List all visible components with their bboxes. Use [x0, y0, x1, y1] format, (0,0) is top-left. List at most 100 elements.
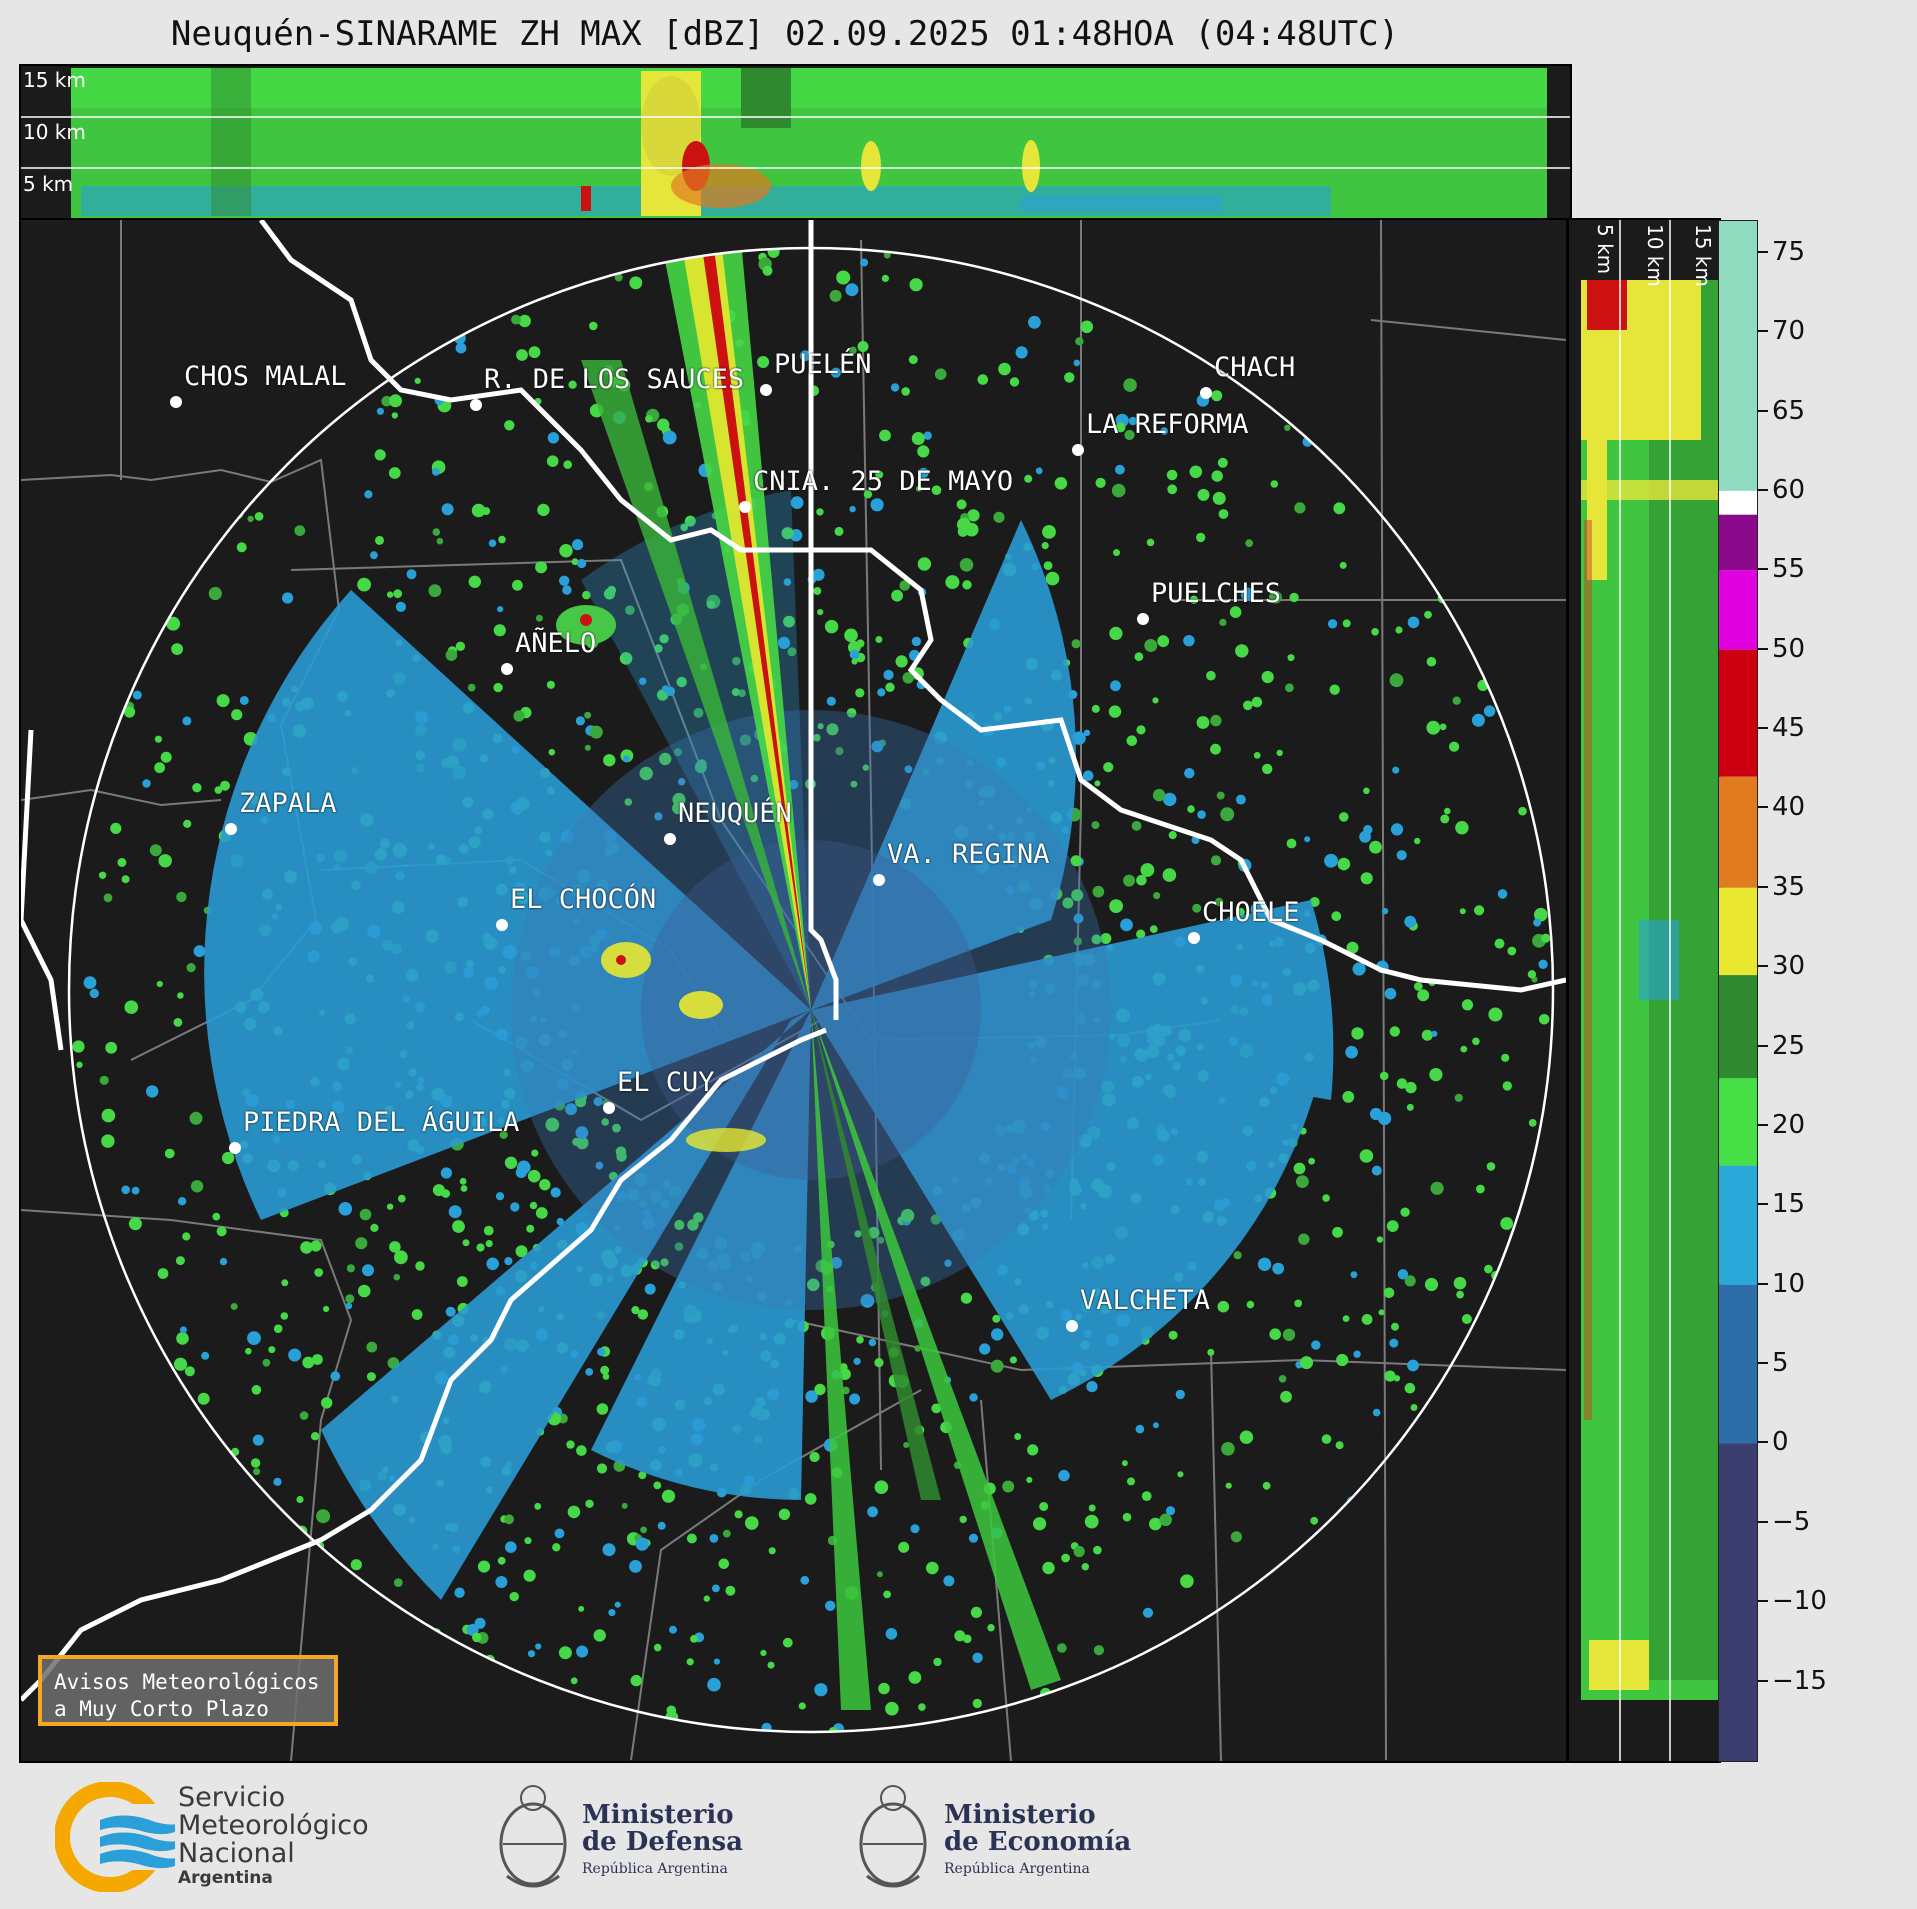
place-marker-zapala	[225, 823, 237, 835]
colorbar-tick-label: −5	[1772, 1506, 1811, 1537]
right-cross-section: 5 km 10 km 15 km	[1567, 218, 1721, 1763]
place-label-r-de-los-sauces: R. DE LOS SAUCES	[484, 364, 745, 395]
colorbar-tick	[1758, 885, 1768, 888]
defensa-text: Ministerio de Defensa República Argentin…	[582, 1802, 743, 1883]
colorbar-tick	[1758, 568, 1768, 571]
smn-line3: Nacional	[178, 1838, 295, 1869]
colorbar-gradient	[1719, 221, 1757, 1761]
clear-air-sectors	[204, 490, 1334, 1600]
radar-map: CHOS MALAL R. DE LOS SAUCES PUELÉN CHACH LA …	[19, 218, 1568, 1763]
avisos-line2: a Muy Corto Plazo	[54, 1697, 269, 1721]
north-streak	[581, 248, 811, 1010]
defensa-line2: de Defensa	[582, 1827, 743, 1857]
place-label-cnia-25-de-mayo: CNIA. 25 DE MAYO	[753, 466, 1014, 497]
place-marker-choele	[1188, 932, 1200, 944]
place-marker-puelen	[760, 384, 772, 396]
smn-logo-text: Servicio Meteorológico Nacional Argentin…	[178, 1782, 369, 1889]
colorbar-tick	[1758, 1123, 1768, 1126]
place-marker-chachharuaue	[1200, 387, 1212, 399]
place-marker-anelo	[501, 663, 513, 675]
economia-text: Ministerio de Economía República Argenti…	[944, 1802, 1131, 1883]
colorbar-tick-label: 60	[1772, 474, 1806, 505]
colorbar-tick-label: 55	[1772, 554, 1806, 585]
right-height-label-15: 15 km	[1691, 224, 1715, 287]
colorbar-tick	[1758, 1679, 1768, 1682]
avisos-line1: Avisos Meteorológicos	[54, 1670, 320, 1694]
place-label-piedra-del-aguila: PIEDRA DEL ÁGUILA	[243, 1107, 520, 1138]
colorbar-tick	[1758, 1362, 1768, 1365]
smn-line2: Meteorológico	[178, 1810, 369, 1841]
colorbar-tick	[1758, 488, 1768, 491]
place-marker-chos-malal	[170, 396, 182, 408]
colorbar-tick	[1758, 1203, 1768, 1206]
colorbar-tick	[1758, 1044, 1768, 1047]
colorbar-tick	[1758, 727, 1768, 730]
colorbar-tick	[1758, 330, 1768, 333]
colorbar-tick-label: 45	[1772, 713, 1806, 744]
right-height-label-10: 10 km	[1643, 224, 1667, 287]
colorbar-tick-label: 25	[1772, 1030, 1806, 1061]
south-streaks	[811, 1010, 1061, 1710]
place-label-el-chocon: EL CHOCÓN	[510, 884, 657, 915]
colorbar-tick	[1758, 1520, 1768, 1523]
defensa-shield-icon	[499, 1785, 567, 1888]
colorbar-tick-label: 65	[1772, 395, 1806, 426]
top-height-label-10: 10 km	[23, 120, 86, 144]
place-label-va-regina: VA. REGINA	[887, 839, 1050, 870]
place-label-el-cuy: EL CUY	[617, 1067, 715, 1098]
place-label-anelo: AÑELO	[515, 628, 597, 659]
economia-line3: República Argentina	[944, 1861, 1090, 1877]
right-height-label-5: 5 km	[1593, 224, 1617, 275]
place-label-puelches: PUELCHES	[1151, 578, 1282, 609]
place-label-la-reforma: LA REFORMA	[1086, 409, 1249, 440]
economia-line2: de Economía	[944, 1827, 1132, 1857]
place-marker-el-cuy	[603, 1102, 615, 1114]
rivers	[21, 220, 1566, 1702]
colorbar-tick-label: 50	[1772, 633, 1806, 664]
place-marker-puelches	[1137, 613, 1149, 625]
colorbar-tick-label: −10	[1772, 1586, 1827, 1617]
colorbar-tick	[1758, 1282, 1768, 1285]
colorbar-tick-label: 10	[1772, 1268, 1806, 1299]
place-label-chos-malal: CHOS MALAL	[184, 361, 347, 392]
radar-map-image	[21, 220, 1566, 1761]
top-cross-section-image	[21, 68, 1570, 218]
colorbar-tick-label: 75	[1772, 236, 1806, 267]
place-marker-la-reforma	[1072, 444, 1084, 456]
economia-line1: Ministerio	[944, 1800, 1096, 1830]
colorbar-tick	[1758, 965, 1768, 968]
dbz-colorbar	[1718, 220, 1758, 1762]
place-label-valcheta: VALCHETA	[1080, 1285, 1211, 1316]
place-marker-cnia-25-de-mayo	[739, 501, 751, 513]
place-marker-r-de-los-sauces	[470, 399, 482, 411]
right-cross-section-image	[1581, 220, 1719, 1761]
colorbar-tick-label: 40	[1772, 792, 1806, 823]
smn-line1: Servicio	[178, 1782, 286, 1813]
place-marker-valcheta	[1066, 1320, 1078, 1332]
colorbar-tick-label: −15	[1772, 1665, 1827, 1696]
top-height-label-15: 15 km	[23, 68, 86, 92]
colorbar-tick	[1758, 409, 1768, 412]
place-label-puelen: PUELÉN	[774, 349, 872, 380]
place-marker-piedra-del-aguila	[229, 1142, 241, 1154]
colorbar-tick	[1758, 250, 1768, 253]
economia-shield-icon	[859, 1785, 927, 1888]
place-marker-neuquen	[664, 833, 676, 845]
footer-logos: Servicio Meteorológico Nacional Argentin…	[0, 1762, 1917, 1909]
place-marker-el-chocon	[496, 919, 508, 931]
colorbar-tick-label: 5	[1772, 1348, 1789, 1379]
top-cross-section: 15 km 10 km 5 km	[19, 64, 1572, 221]
defensa-line1: Ministerio	[582, 1800, 734, 1830]
radar-title: Neuquén-SINARAME ZH MAX [dBZ] 02.09.2025…	[170, 14, 1400, 54]
place-label-choele: CHOELE	[1202, 897, 1300, 928]
colorbar-tick-label: 30	[1772, 951, 1806, 982]
top-height-label-5: 5 km	[23, 172, 74, 196]
colorbar-tick	[1758, 1441, 1768, 1444]
colorbar-tick-label: 15	[1772, 1189, 1806, 1220]
colorbar-tick-label: 20	[1772, 1109, 1806, 1140]
colorbar-tick	[1758, 647, 1768, 650]
avisos-box: Avisos Meteorológicos a Muy Corto Plazo	[38, 1655, 338, 1726]
smn-line4: Argentina	[178, 1868, 273, 1888]
colorbar-tick-label: 0	[1772, 1427, 1789, 1458]
place-marker-va-regina	[873, 874, 885, 886]
